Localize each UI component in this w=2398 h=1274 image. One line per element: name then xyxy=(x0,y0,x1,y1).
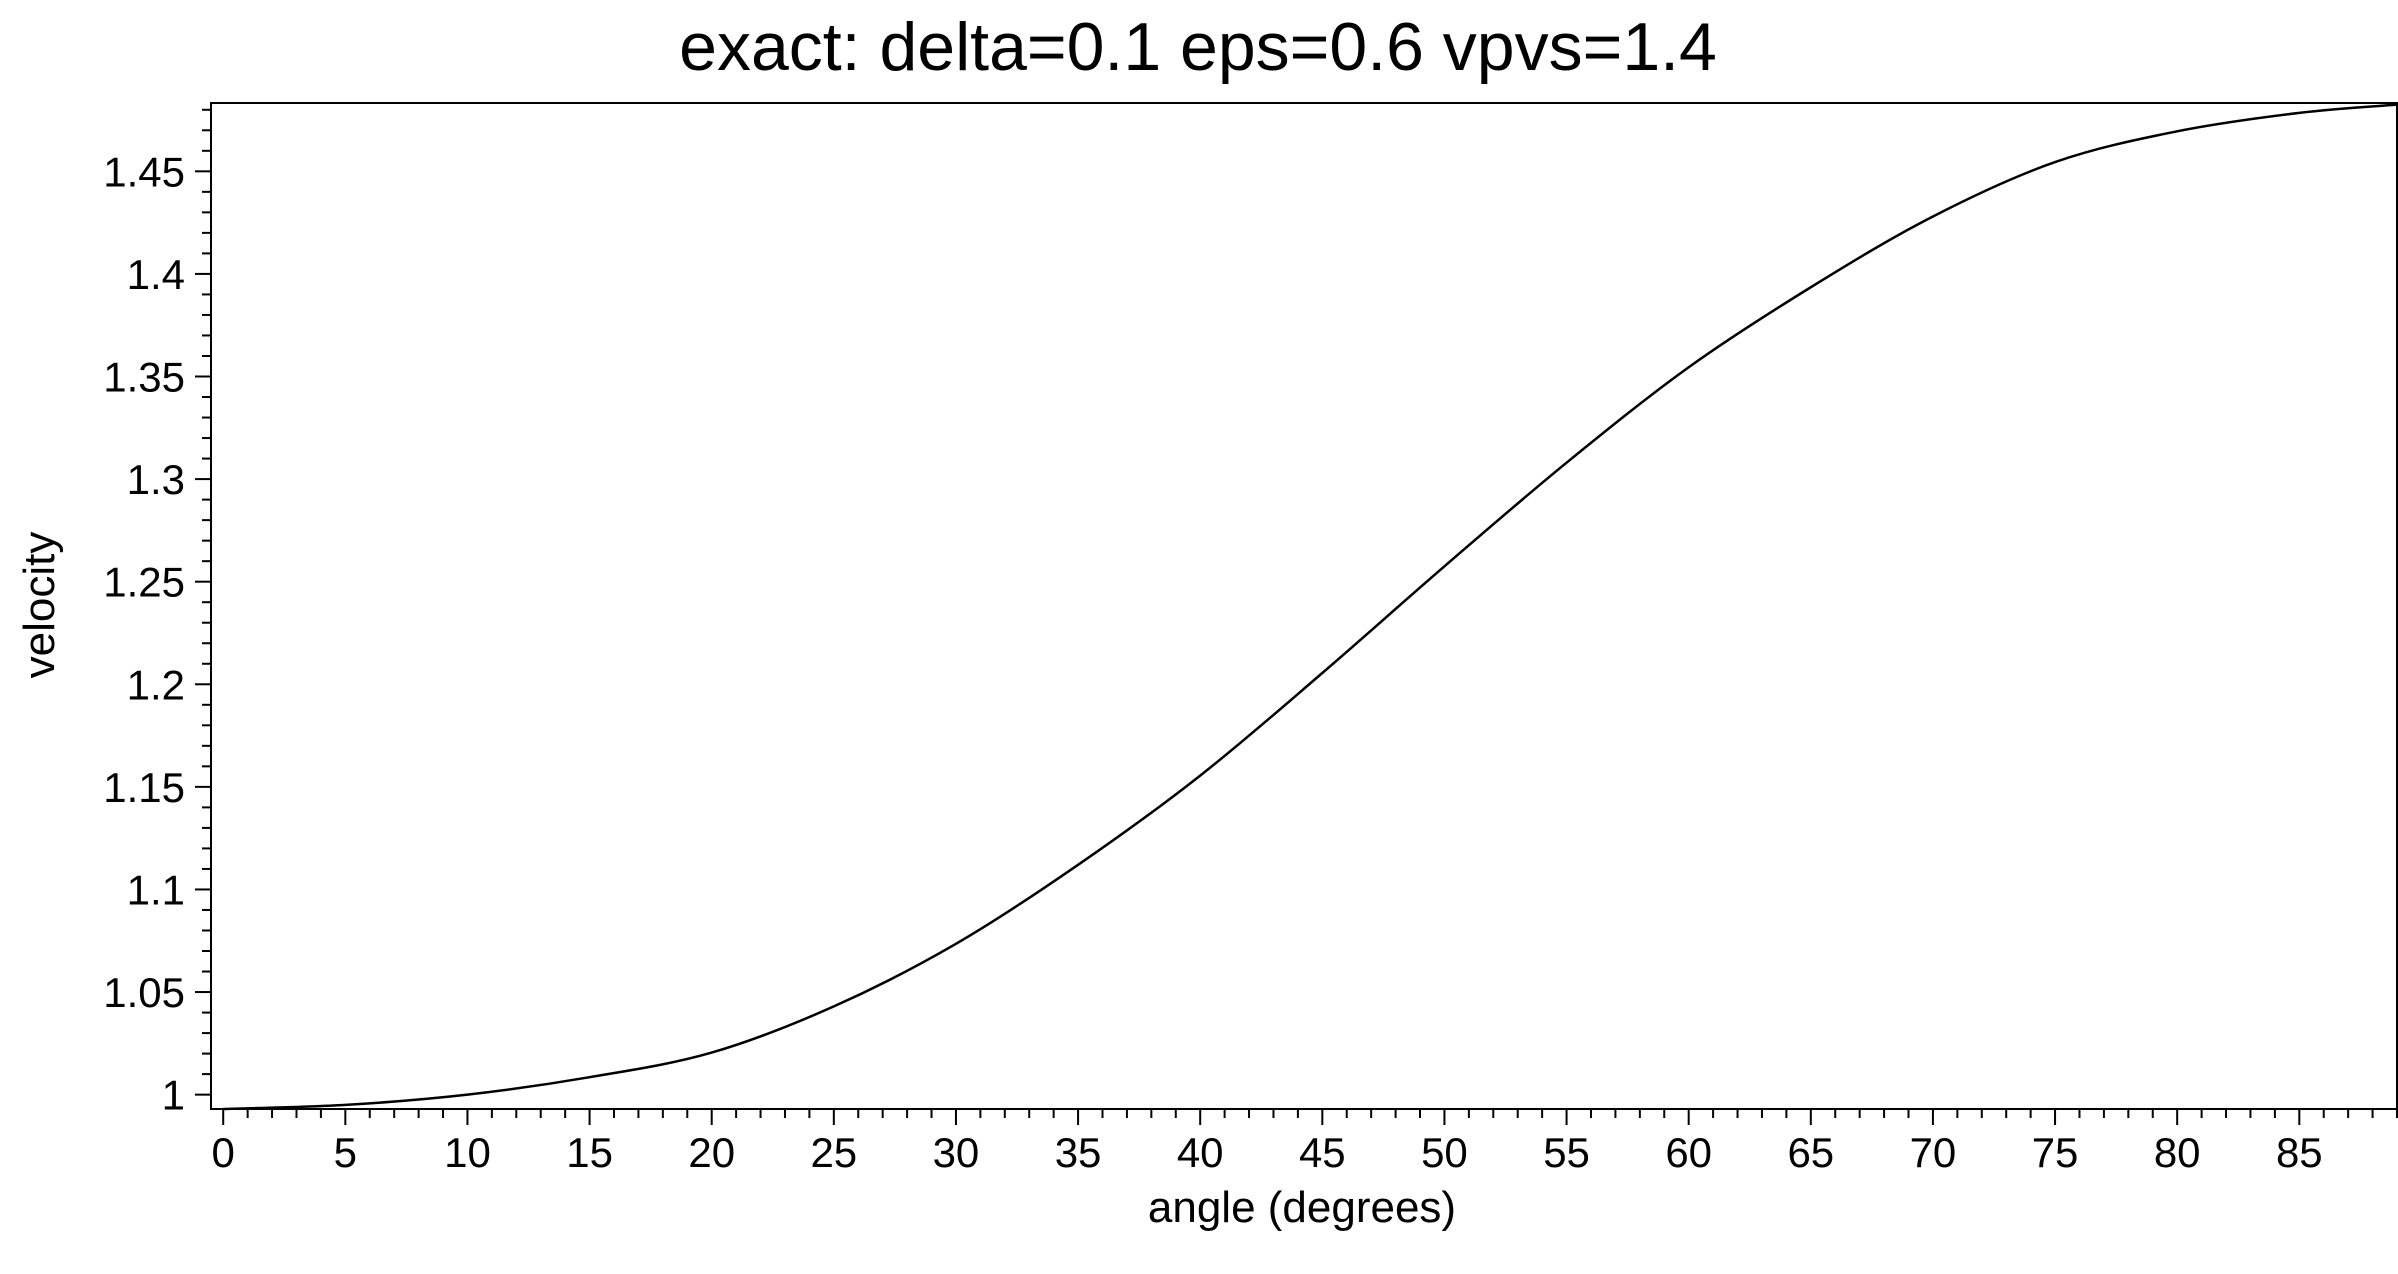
x-tick-label: 0 xyxy=(212,1129,235,1176)
x-tick-label: 85 xyxy=(2276,1129,2323,1176)
x-tick-label: 50 xyxy=(1421,1129,1468,1176)
x-tick-label: 10 xyxy=(444,1129,491,1176)
y-tick-label: 1.4 xyxy=(127,251,185,298)
x-tick-label: 15 xyxy=(566,1129,613,1176)
y-axis-label: velocity xyxy=(15,532,64,679)
y-tick-label: 1 xyxy=(162,1072,185,1119)
x-tick-label: 60 xyxy=(1665,1129,1712,1176)
x-tick-label: 65 xyxy=(1787,1129,1834,1176)
plot-frame xyxy=(210,102,2398,1110)
x-tick-label: 35 xyxy=(1055,1129,1102,1176)
x-tick-label: 80 xyxy=(2154,1129,2201,1176)
y-tick-label: 1.15 xyxy=(103,764,185,811)
series-line xyxy=(223,103,2398,1111)
chart-title: exact: delta=0.1 eps=0.6 vpvs=1.4 xyxy=(679,9,1717,85)
y-tick-label: 1.1 xyxy=(127,866,185,913)
x-tick-label: 5 xyxy=(334,1129,357,1176)
y-tick-label: 1.3 xyxy=(127,456,185,503)
y-tick-label: 1.45 xyxy=(103,148,185,195)
y-tick-label: 1.25 xyxy=(103,559,185,606)
y-axis-ticks: 1 1.05 1.1 1.15 1.2 1.25 1.3 1.35 1.4 1.45 xyxy=(103,108,211,1119)
x-tick-label: 20 xyxy=(688,1129,735,1176)
series-layer xyxy=(223,103,2398,1111)
x-tick-label: 75 xyxy=(2032,1129,2079,1176)
x-axis-label: angle (degrees) xyxy=(1148,1183,1456,1232)
y-tick-label: 1.35 xyxy=(103,354,185,401)
x-tick-label: 70 xyxy=(1910,1129,1957,1176)
x-tick-label: 25 xyxy=(810,1129,857,1176)
y-tick-label: 1.2 xyxy=(127,661,185,708)
x-tick-label: 55 xyxy=(1543,1129,1590,1176)
y-tick-label: 1.05 xyxy=(103,969,185,1016)
x-tick-label: 30 xyxy=(933,1129,980,1176)
x-tick-label: 40 xyxy=(1177,1129,1224,1176)
x-tick-label: 45 xyxy=(1299,1129,1346,1176)
x-axis-ticks: 0 5 10 15 20 25 30 35 40 45 50 55 60 65 70 75 80 85 xyxy=(212,1109,2398,1176)
